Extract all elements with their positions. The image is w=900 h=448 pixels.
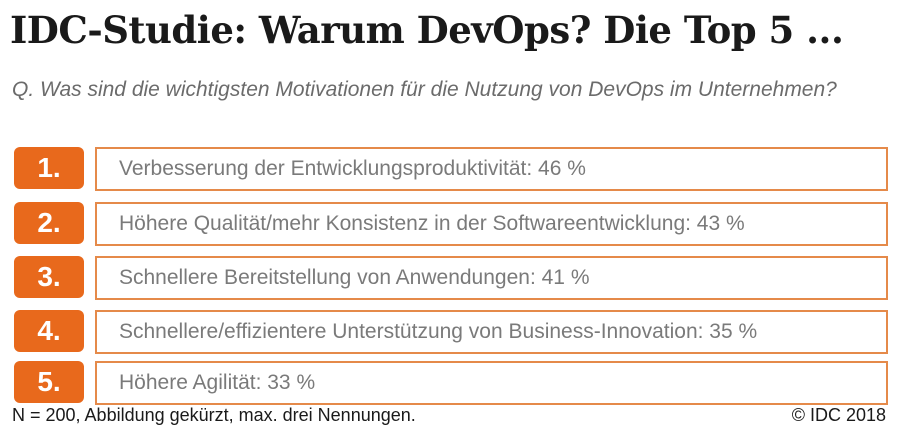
ranking-row: 4. Schnellere/effizientere Unterstützung… (14, 310, 888, 354)
footnote: N = 200, Abbildung gekürzt, max. drei Ne… (12, 405, 416, 425)
ranking-label: Schnellere/effizientere Unterstützung vo… (95, 310, 888, 354)
rank-badge: 1. (14, 147, 84, 189)
ranking-row: 5. Höhere Agilität: 33 % (14, 361, 888, 405)
rank-badge: 2. (14, 202, 84, 244)
rank-badge: 5. (14, 361, 84, 403)
ranking-label: Verbesserung der Entwicklungsproduktivit… (95, 147, 888, 191)
ranking-label: Höhere Agilität: 33 % (95, 361, 888, 405)
question-text: Q. Was sind die wichtigsten Motivationen… (12, 78, 837, 101)
rank-badge: 4. (14, 310, 84, 352)
ranking-row: 1. Verbesserung der Entwicklungsprodukti… (14, 147, 888, 191)
rank-badge: 3. (14, 256, 84, 298)
ranking-label: Höhere Qualität/mehr Konsistenz in der S… (95, 202, 888, 246)
copyright: © IDC 2018 (791, 405, 886, 425)
page-title: IDC-Studie: Warum DevOps? Die Top 5 ... (10, 8, 844, 52)
ranking-row: 2. Höhere Qualität/mehr Konsistenz in de… (14, 202, 888, 246)
ranking-row: 3. Schnellere Bereitstellung von Anwendu… (14, 256, 888, 300)
ranking-label: Schnellere Bereitstellung von Anwendunge… (95, 256, 888, 300)
